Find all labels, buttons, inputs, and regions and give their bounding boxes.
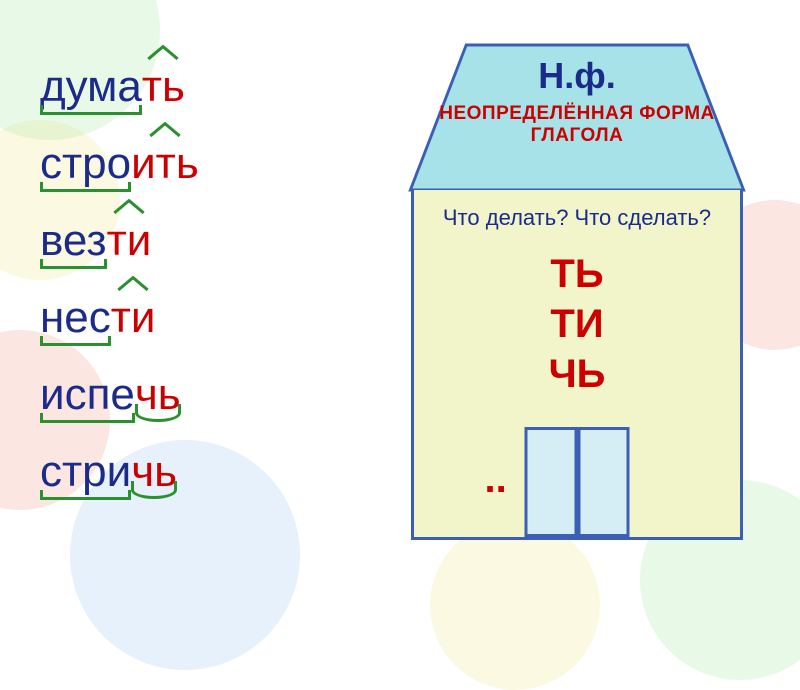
word-list-panel: думать строить везти нести испечь с	[0, 0, 384, 600]
house-door: ..	[525, 427, 630, 537]
house-diagram: Н.ф. НЕОПРЕДЕЛЁННАЯ ФОРМА ГЛАГОЛА Что де…	[394, 40, 760, 540]
word-row: везти	[40, 199, 364, 263]
word-stem: дума	[40, 62, 142, 111]
ending-item: ЧЬ	[432, 349, 722, 399]
word-row: испечь	[40, 353, 364, 417]
word-row: нести	[40, 276, 364, 340]
caret-icon	[112, 193, 146, 213]
door-left	[525, 427, 578, 537]
ending-item: ТЬ	[432, 249, 722, 299]
endings-list: ТЬ ТИ ЧЬ	[432, 249, 722, 399]
word-stem: стри	[40, 447, 131, 496]
door-label: ..	[485, 457, 507, 502]
word-stem: испе	[40, 370, 135, 419]
word-row: стричь	[40, 430, 364, 494]
house-roof: Н.ф. НЕОПРЕДЕЛЁННАЯ ФОРМА ГЛАГОЛА	[394, 40, 760, 195]
word-stem: вез	[40, 216, 107, 265]
word-suffix: ть	[142, 62, 185, 111]
word-suffix: чь	[135, 370, 181, 419]
house-panel: Н.ф. НЕОПРЕДЕЛЁННАЯ ФОРМА ГЛАГОЛА Что де…	[384, 0, 800, 600]
word-row: думать	[40, 45, 364, 109]
roof-subtitle: НЕОПРЕДЕЛЁННАЯ ФОРМА ГЛАГОЛА	[394, 103, 760, 147]
word-suffix: ти	[107, 216, 152, 265]
caret-icon	[116, 270, 150, 290]
word-suffix: ить	[131, 139, 199, 188]
word-stem: стро	[40, 139, 131, 188]
arc-icon	[135, 404, 181, 422]
roof-text-block: Н.ф. НЕОПРЕДЕЛЁННАЯ ФОРМА ГЛАГОЛА	[394, 55, 760, 147]
house-body: Что делать? Что сделать? ТЬ ТИ ЧЬ ..	[411, 190, 743, 540]
roof-abbreviation: Н.ф.	[394, 55, 760, 97]
caret-icon	[146, 39, 180, 59]
door-right	[577, 427, 630, 537]
word-row: строить	[40, 122, 364, 186]
word-suffix: чь	[131, 447, 177, 496]
word-suffix: ти	[111, 293, 156, 342]
house-question: Что делать? Что сделать?	[432, 205, 722, 231]
word-stem: нес	[40, 293, 111, 342]
main-container: думать строить везти нести испечь с	[0, 0, 800, 600]
arc-icon	[131, 481, 177, 499]
caret-icon	[148, 116, 182, 136]
ending-item: ТИ	[432, 299, 722, 349]
